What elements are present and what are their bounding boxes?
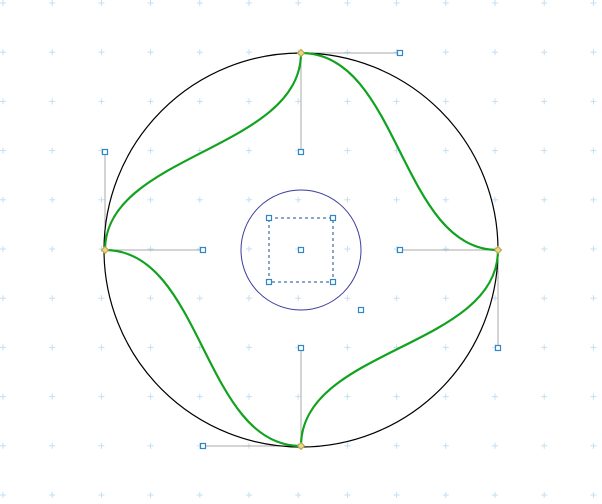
- square-control-handle-icon[interactable]: [297, 148, 305, 156]
- square-control-handle-icon[interactable]: [357, 306, 365, 314]
- selection-box[interactable]: [268, 217, 334, 283]
- square-control-handle-icon[interactable]: [329, 278, 337, 286]
- control-handles[interactable]: [101, 49, 502, 450]
- square-control-handle-icon[interactable]: [396, 49, 404, 57]
- inner-circle[interactable]: [240, 189, 362, 311]
- diamond-anchor-icon[interactable]: [100, 245, 110, 255]
- square-control-handle-icon[interactable]: [297, 344, 305, 352]
- anchor-points[interactable]: [100, 48, 503, 451]
- square-control-handle-icon[interactable]: [199, 246, 207, 254]
- square-control-handle-icon[interactable]: [265, 214, 273, 222]
- square-control-handle-icon[interactable]: [265, 278, 273, 286]
- square-control-handle-icon[interactable]: [396, 246, 404, 254]
- square-control-handle-icon[interactable]: [297, 246, 305, 254]
- square-control-handle-icon[interactable]: [199, 442, 207, 450]
- square-control-handle-icon[interactable]: [329, 214, 337, 222]
- diamond-anchor-icon[interactable]: [296, 48, 306, 58]
- diamond-anchor-icon[interactable]: [493, 245, 503, 255]
- square-control-handle-icon[interactable]: [494, 344, 502, 352]
- diamond-anchor-icon[interactable]: [296, 441, 306, 451]
- square-control-handle-icon[interactable]: [101, 148, 109, 156]
